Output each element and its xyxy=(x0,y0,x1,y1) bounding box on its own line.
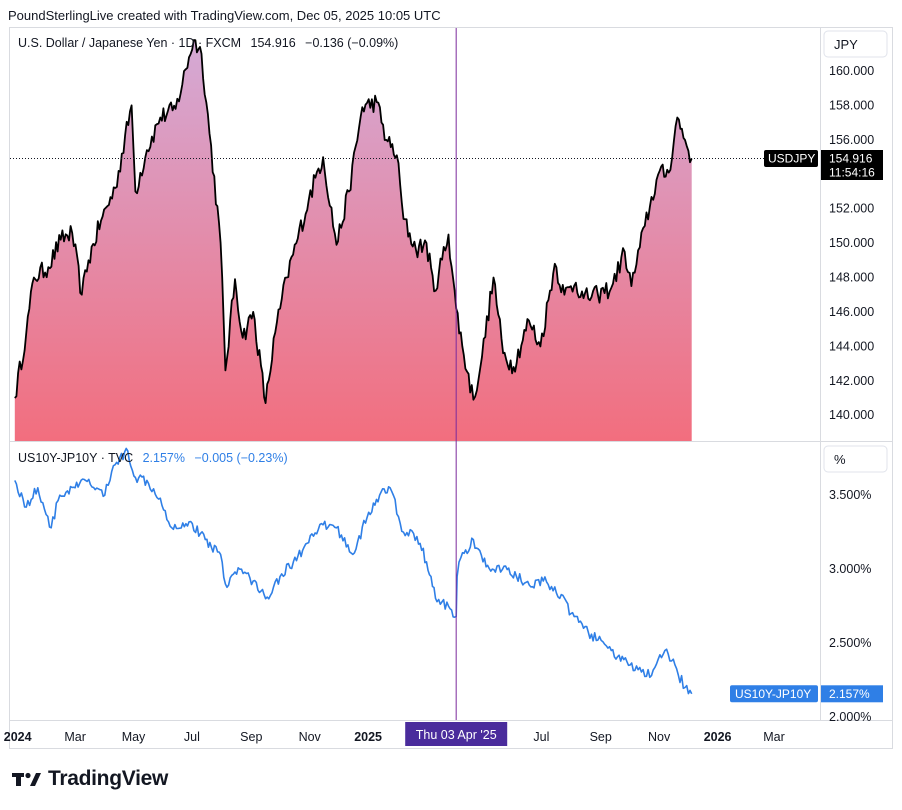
usdjpy-legend-change: −0.136 (−0.09%) xyxy=(305,36,398,50)
usdjpy-area-fill xyxy=(14,40,692,441)
percent-tick-label: 3.500% xyxy=(829,488,871,502)
usdjpy-legend[interactable]: U.S. Dollar / Japanese Yen · 1D · FXCM 1… xyxy=(18,36,398,50)
spread-series-line xyxy=(14,447,693,695)
price-tick-label: 146.000 xyxy=(829,305,874,319)
tradingview-wordmark: TradingView xyxy=(48,767,169,790)
price-tick-label: 150.000 xyxy=(829,236,874,250)
price-tick-label: 152.000 xyxy=(829,202,874,216)
time-tick-label: 2025 xyxy=(354,730,382,744)
time-axis[interactable]: 2024 Mar May Jul Sep Nov 2025 Jul Sep Nov 2026 Mar xyxy=(4,730,785,744)
price-tick-label: 140.000 xyxy=(829,408,874,422)
usdjpy-legend-value: 154.916 xyxy=(251,36,296,50)
usdjpy-tag-name: USDJPY xyxy=(768,152,815,166)
time-tick-label: Nov xyxy=(299,730,322,744)
unit-button[interactable] xyxy=(823,445,888,473)
spread-tag-value: 2.157% xyxy=(829,687,870,701)
chart-frame xyxy=(9,27,893,749)
percent-tick-label: 2.500% xyxy=(829,636,871,650)
price-tick-label: 148.000 xyxy=(829,271,874,285)
unit-button-label: % xyxy=(834,452,846,467)
tradingview-logo-icon xyxy=(12,772,41,786)
time-tick-label: 2024 xyxy=(4,730,32,744)
time-tick-label: Jul xyxy=(533,730,549,744)
spread-tag-name-bg xyxy=(730,685,818,703)
usdjpy-tag-name-bg xyxy=(764,150,818,167)
price-tick-label: 144.000 xyxy=(829,339,874,353)
time-tick-label: Mar xyxy=(763,730,785,744)
usdjpy-series-line xyxy=(14,39,693,404)
time-tick-label: Mar xyxy=(64,730,86,744)
spread-legend-change: −0.005 (−0.23%) xyxy=(194,451,287,465)
tradingview-logo[interactable]: TradingView xyxy=(12,767,168,791)
price-tick-label: 156.000 xyxy=(829,133,874,147)
time-tick-label: 2026 xyxy=(704,730,732,744)
currency-button[interactable] xyxy=(823,30,888,58)
spread-legend-name: US10Y-JP10Y · TVC xyxy=(18,451,133,465)
spread-line-layer xyxy=(14,447,693,695)
spread-legend[interactable]: US10Y-JP10Y · TVC 2.157% −0.005 (−0.23%) xyxy=(18,451,288,465)
time-tick-label: Nov xyxy=(648,730,671,744)
time-tick-label: Sep xyxy=(240,730,262,744)
usdjpy-tag-countdown: 11:54:16 xyxy=(829,166,875,180)
time-tick-label: Sep xyxy=(590,730,612,744)
percent-tick-label: 3.000% xyxy=(829,562,871,576)
crosshair-date-label: Thu 03 Apr '25 xyxy=(416,728,497,742)
time-tick-label: Jul xyxy=(184,730,200,744)
percent-tick-label: 2.000% xyxy=(829,710,871,724)
usdjpy-tag-value: 154.916 xyxy=(829,152,873,166)
usdjpy-tag-value-bg xyxy=(821,150,883,180)
usdjpy-price-axis[interactable]: 140.000 142.000 144.000 146.000 148.000 150.0… xyxy=(829,30,874,423)
price-tick-label: 158.000 xyxy=(829,98,874,112)
time-tick-label: May xyxy=(122,730,146,744)
spread-percent-axis[interactable]: 2.000% 2.500% 3.000% 3.500% xyxy=(829,488,871,724)
price-tick-label: 160.000 xyxy=(829,64,874,78)
usdjpy-area-layer xyxy=(14,40,692,441)
spread-legend-value: 2.157% xyxy=(143,451,185,465)
usdjpy-line-layer xyxy=(14,39,693,404)
spread-tag-value-bg xyxy=(821,685,883,703)
spread-tag-name: US10Y-JP10Y xyxy=(735,687,811,701)
crosshair-date-label-bg xyxy=(405,722,508,746)
spread-price-tag: US10Y-JP10Y 2.157% xyxy=(730,685,883,703)
chart-attribution: PoundSterlingLive created with TradingVi… xyxy=(8,8,441,23)
price-tick-label: 142.000 xyxy=(829,374,874,388)
usdjpy-legend-name: U.S. Dollar / Japanese Yen · 1D · FXCM xyxy=(18,36,241,50)
usdjpy-price-tag: USDJPY 154.916 11:54:16 xyxy=(764,150,883,180)
currency-button-label: JPY xyxy=(834,37,858,52)
